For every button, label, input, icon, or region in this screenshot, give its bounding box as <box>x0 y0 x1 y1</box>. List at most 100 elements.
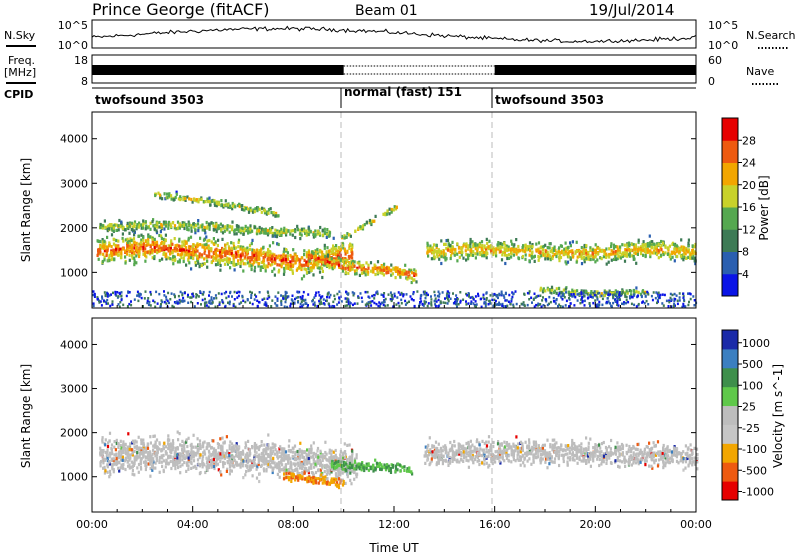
scatter-cell <box>257 229 260 233</box>
scatter-cell <box>676 299 679 302</box>
scatter-cell <box>244 227 247 231</box>
scatter-cell <box>154 249 157 253</box>
scatter-cell <box>258 257 261 261</box>
scatter-cell <box>180 248 183 252</box>
power-colorbar-swatch <box>722 162 738 186</box>
scatter-cell <box>280 227 283 231</box>
scatter-cell <box>229 468 232 472</box>
scatter-cell <box>371 300 374 303</box>
scatter-cell <box>580 256 583 260</box>
scatter-cell <box>628 251 632 255</box>
scatter-cell <box>614 250 618 254</box>
scatter-cell <box>186 444 189 449</box>
scatter-cell <box>669 296 672 300</box>
scatter-cell <box>648 234 651 238</box>
scatter-cell <box>158 447 161 451</box>
scatter-cell <box>194 253 197 257</box>
scatter-cell <box>187 456 190 460</box>
scatter-cell <box>201 245 204 249</box>
scatter-cell <box>390 295 393 298</box>
scatter-cell <box>194 445 197 449</box>
scatter-cell <box>240 226 243 230</box>
scatter-cell <box>614 298 617 301</box>
scatter-cell <box>107 302 109 305</box>
scatter-cell <box>266 265 269 269</box>
scatter-cell <box>228 302 231 306</box>
scatter-cell <box>680 245 683 249</box>
scatter-cell <box>240 458 243 462</box>
scatter-cell <box>304 298 307 302</box>
scatter-cell <box>133 252 136 256</box>
scatter-cell <box>537 302 540 305</box>
scatter-cell <box>187 228 190 232</box>
scatter-cell <box>199 236 202 240</box>
scatter-cell <box>380 268 383 272</box>
scatter-cell <box>626 291 629 295</box>
scatter-cell <box>291 269 294 273</box>
scatter-cell <box>556 251 559 255</box>
scatter-cell <box>649 255 652 259</box>
scatter-cell <box>283 451 286 455</box>
scatter-cell <box>211 439 214 443</box>
power-colorbar-tick-label: 20 <box>742 179 756 192</box>
scatter-cell <box>328 254 331 258</box>
scatter-cell <box>360 267 364 272</box>
scatter-cell <box>318 266 321 270</box>
scatter-cell <box>103 239 106 243</box>
scatter-cell <box>172 262 175 266</box>
scatter-cell <box>592 255 595 259</box>
scatter-cell <box>442 301 445 304</box>
scatter-cell <box>502 305 505 308</box>
scatter-cell <box>454 248 457 252</box>
scatter-cell <box>269 459 272 463</box>
scatter-cell <box>523 303 526 307</box>
scatter-cell <box>376 271 379 275</box>
scatter-cell <box>594 250 598 254</box>
scatter-cell <box>353 260 356 264</box>
scatter-cell <box>206 460 209 464</box>
scatter-cell <box>215 204 218 208</box>
scatter-cell <box>283 229 286 233</box>
scatter-cell <box>227 301 229 304</box>
scatter-cell <box>371 266 374 270</box>
scatter-cell <box>181 244 184 248</box>
scatter-cell <box>174 244 177 248</box>
scatter-cell <box>383 299 386 302</box>
scatter-cell <box>483 297 486 301</box>
scatter-cell <box>121 465 124 470</box>
scatter-cell <box>300 233 303 237</box>
scatter-cell <box>272 449 275 453</box>
scatter-cell <box>662 243 665 247</box>
scatter-cell <box>229 290 232 294</box>
scatter-cell <box>588 302 591 305</box>
scatter-cell <box>499 241 502 246</box>
scatter-cell <box>269 207 272 211</box>
scatter-cell <box>221 237 224 241</box>
scatter-cell <box>435 252 439 256</box>
scatter-cell <box>278 258 281 262</box>
scatter-cell <box>110 293 112 296</box>
scatter-cell <box>482 293 485 297</box>
scatter-cell <box>616 303 619 306</box>
scatter-cell <box>201 457 204 461</box>
scatter-cell <box>394 269 397 273</box>
scatter-cell <box>183 223 186 227</box>
scatter-cell <box>186 195 189 199</box>
scatter-cell <box>337 246 340 250</box>
scatter-cell <box>567 290 570 294</box>
scatter-cell <box>371 294 374 298</box>
scatter-cell <box>228 456 231 460</box>
scatter-cell <box>192 465 195 469</box>
scatter-cell <box>605 291 608 294</box>
scatter-cell <box>669 257 672 261</box>
scatter-cell <box>596 258 599 262</box>
scatter-cell <box>472 242 475 246</box>
scatter-cell <box>209 203 212 207</box>
scatter-cell <box>496 245 499 249</box>
scatter-cell <box>220 228 223 232</box>
scatter-cell <box>208 224 211 228</box>
scatter-cell <box>591 295 593 299</box>
scatter-cell <box>103 243 106 247</box>
scatter-cell <box>209 200 212 204</box>
